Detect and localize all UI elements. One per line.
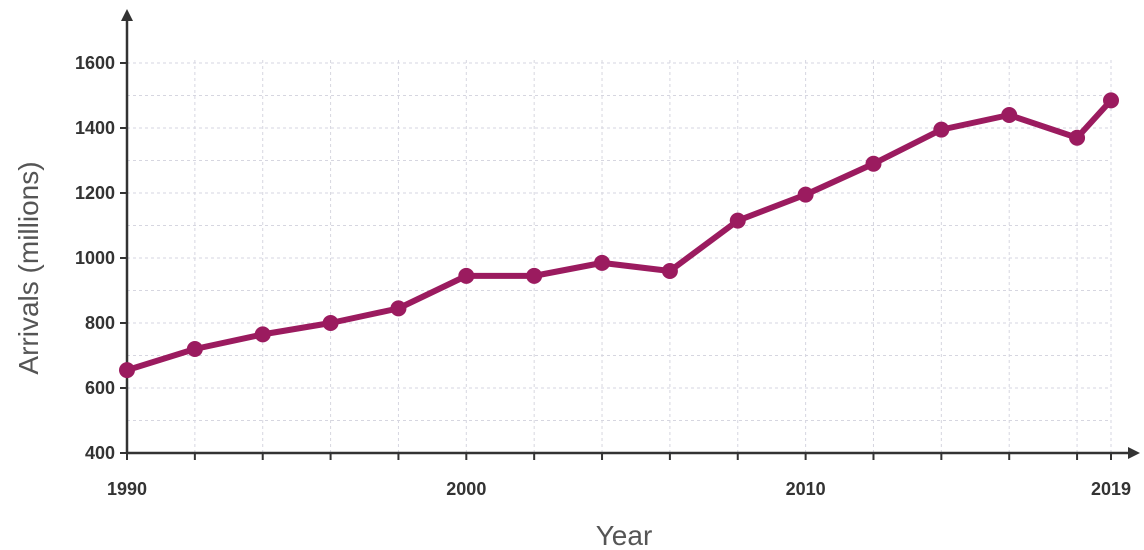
axes: [121, 9, 1140, 459]
y-tick-label: 400: [85, 443, 115, 463]
y-tick-label: 1600: [75, 53, 115, 73]
data-point: [865, 155, 882, 172]
data-point: [186, 341, 203, 357]
y-axis-label: Arrivals (millions): [13, 161, 44, 374]
x-axis-arrow-icon: [1128, 447, 1140, 459]
ticks: 400 600 800 1000 1200 1400 1600 1990 2000 2010 201…: [75, 53, 1131, 499]
x-tick-label: 1990: [107, 479, 147, 499]
y-axis-arrow-icon: [121, 9, 133, 21]
data-point: [933, 121, 950, 138]
y-tick-label: 1000: [75, 248, 115, 268]
data-point: [119, 362, 135, 379]
data-point: [254, 326, 271, 343]
data-point: [390, 300, 407, 317]
data-point: [458, 267, 475, 284]
series-line: [124, 97, 1114, 374]
x-tick-label: 2000: [446, 479, 486, 499]
data-point: [1069, 129, 1086, 146]
data-point: [1001, 107, 1018, 123]
y-tick-label: 600: [85, 378, 115, 398]
x-tick-label: 2010: [786, 479, 826, 499]
y-tick-label: 800: [85, 313, 115, 333]
y-tick-label: 1400: [75, 118, 115, 138]
data-point: [797, 186, 814, 203]
y-tick-label: 1200: [75, 183, 115, 203]
x-tick-label: 2019: [1091, 479, 1131, 499]
data-point: [729, 212, 746, 229]
data-point: [322, 315, 339, 331]
data-point: [661, 263, 678, 279]
x-axis-label: Year: [596, 520, 653, 550]
grid: [127, 60, 1112, 453]
data-point: [594, 254, 611, 271]
data-point: [1103, 92, 1119, 109]
series: [119, 92, 1119, 379]
data-point: [526, 267, 543, 284]
